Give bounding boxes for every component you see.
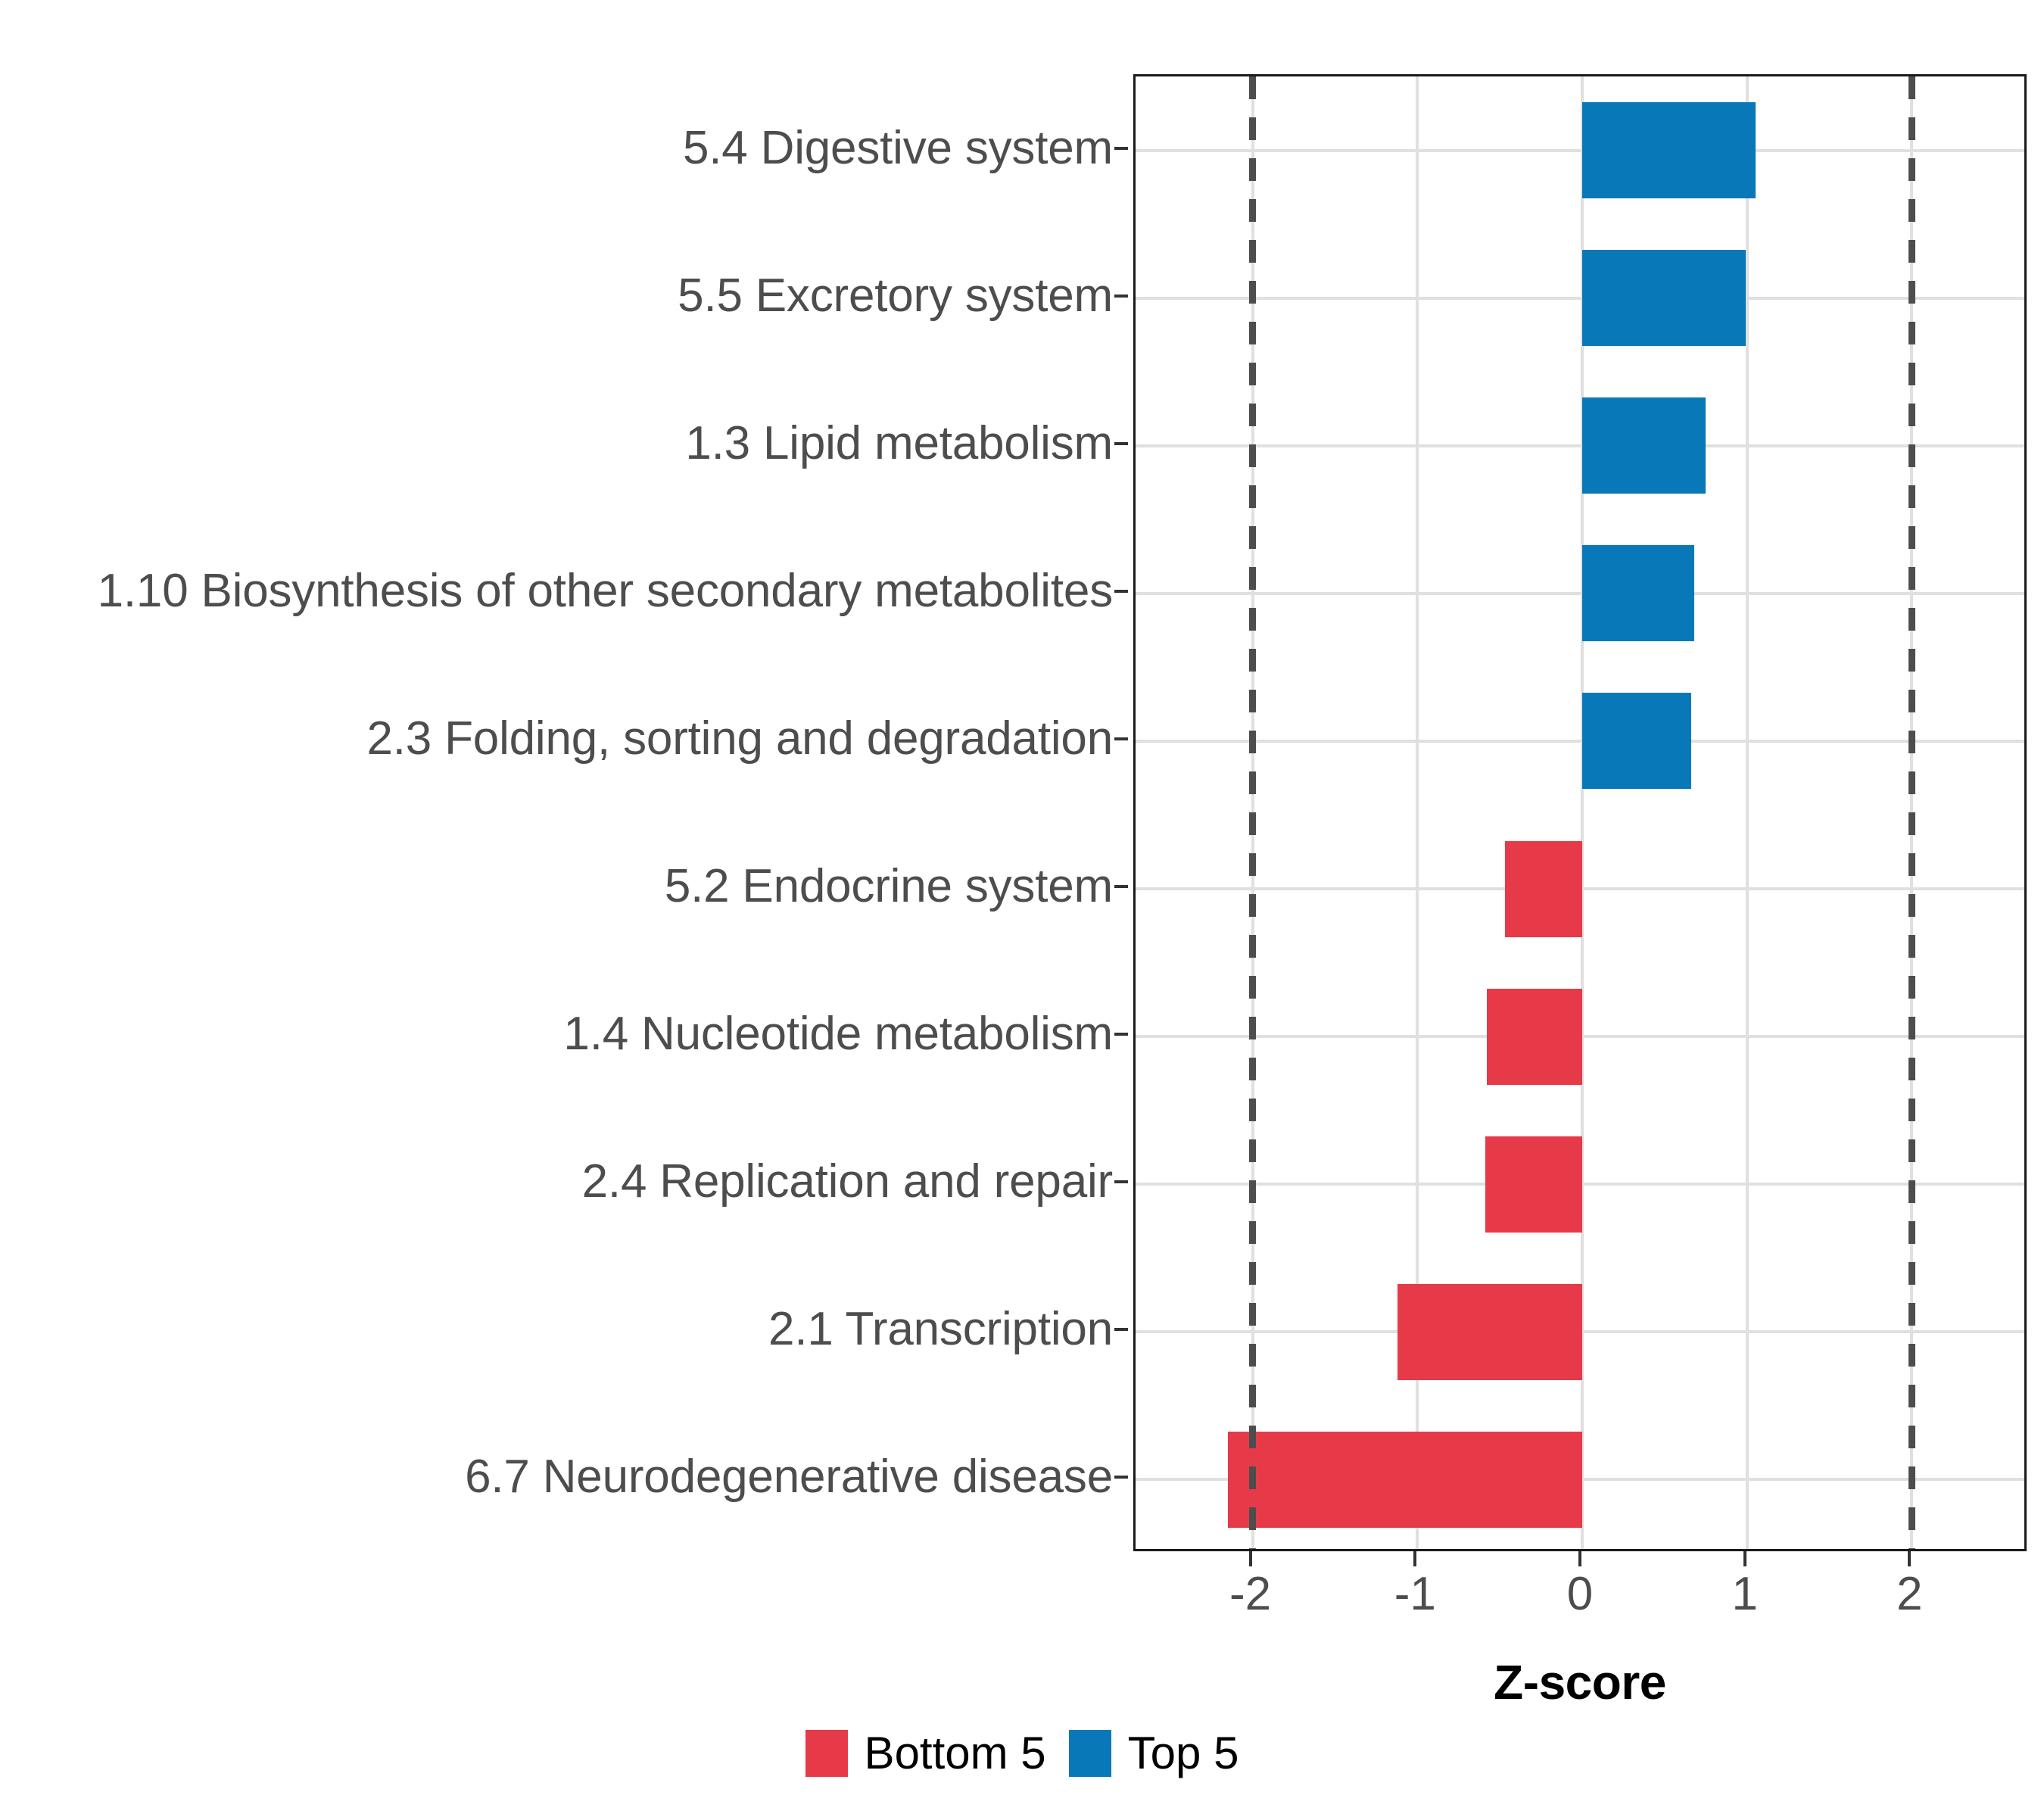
reference-line bbox=[1908, 76, 1915, 1549]
x-axis-tick-mark bbox=[1248, 1551, 1252, 1566]
x-axis: -2 -1 0 1 2 bbox=[1133, 1551, 2027, 1650]
horizontal-gridline bbox=[1136, 444, 2024, 447]
reference-line bbox=[1249, 76, 1257, 1549]
plot-panel bbox=[1133, 74, 2027, 1551]
x-axis-tick-label: -1 bbox=[1394, 1568, 1436, 1620]
x-axis-tick-label: -2 bbox=[1229, 1568, 1272, 1620]
y-axis-tick-label: 1.3 Lipid metabolism bbox=[0, 369, 1128, 517]
y-axis-tick-text: 1.4 Nucleotide metabolism bbox=[563, 1008, 1113, 1061]
x-axis-title: Z-score bbox=[1494, 1655, 1666, 1709]
y-axis-tick-text: 5.2 Endocrine system bbox=[664, 860, 1113, 913]
y-axis-tick-mark bbox=[1114, 294, 1128, 298]
y-axis-tick-mark bbox=[1114, 146, 1128, 150]
bar bbox=[1397, 1283, 1582, 1380]
bar bbox=[1486, 988, 1582, 1085]
y-axis-tick-text: 5.5 Excretory system bbox=[678, 269, 1113, 322]
bar bbox=[1504, 840, 1582, 937]
y-axis-tick-label: 2.4 Replication and repair bbox=[0, 1108, 1128, 1256]
y-axis-tick-mark bbox=[1114, 1180, 1128, 1184]
y-axis-tick-mark bbox=[1114, 441, 1128, 445]
x-axis-tick-label: 2 bbox=[1896, 1568, 1923, 1620]
legend-swatch-icon bbox=[1068, 1730, 1111, 1777]
y-axis-tick-text: 2.3 Folding, sorting and degradation bbox=[366, 712, 1114, 765]
y-axis-tick-label: 1.10 Biosynthesis of other secondary met… bbox=[0, 517, 1128, 665]
x-axis-tick-label: 1 bbox=[1731, 1568, 1758, 1620]
y-axis-tick-label: 1.4 Nucleotide metabolism bbox=[0, 961, 1128, 1108]
horizontal-gridline bbox=[1136, 148, 2024, 152]
y-axis-tick-label: 2.1 Transcription bbox=[0, 1256, 1128, 1404]
legend-label: Bottom 5 bbox=[864, 1728, 1046, 1778]
y-axis-tick-mark bbox=[1114, 1033, 1128, 1036]
x-axis-tick-label: 0 bbox=[1566, 1568, 1594, 1620]
y-axis-tick-label: 2.3 Folding, sorting and degradation bbox=[0, 665, 1128, 812]
y-axis-tick-text: 1.3 Lipid metabolism bbox=[685, 416, 1113, 469]
bar bbox=[1227, 1431, 1582, 1528]
bar bbox=[1582, 250, 1746, 347]
vertical-gridline bbox=[1745, 76, 1749, 1549]
bar bbox=[1582, 693, 1691, 790]
y-axis-tick-text: 2.4 Replication and repair bbox=[581, 1155, 1114, 1208]
bar bbox=[1582, 397, 1706, 494]
bar bbox=[1582, 545, 1695, 642]
horizontal-gridline bbox=[1136, 739, 2024, 743]
horizontal-gridline bbox=[1136, 296, 2024, 300]
legend-item[interactable]: Top 5 bbox=[1068, 1728, 1239, 1778]
y-axis-tick-label: 5.5 Excretory system bbox=[0, 222, 1128, 369]
y-axis-tick-mark bbox=[1114, 589, 1128, 593]
y-axis-tick-text: 2.1 Transcription bbox=[768, 1303, 1113, 1356]
y-axis-tick-label: 6.7 Neurodegenerative disease bbox=[0, 1404, 1128, 1551]
x-axis-tick-mark bbox=[1413, 1551, 1417, 1566]
chart-legend: Bottom 5 Top 5 bbox=[0, 1730, 2044, 1777]
x-axis-tick-mark bbox=[1578, 1551, 1581, 1566]
y-axis-tick-text: 1.10 Biosynthesis of other secondary met… bbox=[97, 564, 1114, 617]
y-axis-tick-label: 5.2 Endocrine system bbox=[0, 813, 1128, 961]
y-axis-tick-text: 6.7 Neurodegenerative disease bbox=[465, 1451, 1113, 1504]
bar bbox=[1582, 102, 1756, 199]
horizontal-gridline bbox=[1136, 591, 2024, 595]
y-axis-labels: 5.4 Digestive system 5.5 Excretory system… bbox=[0, 74, 1128, 1551]
y-axis-tick-mark bbox=[1114, 885, 1128, 889]
y-axis-tick-mark bbox=[1114, 737, 1128, 740]
legend-label: Top 5 bbox=[1127, 1728, 1239, 1778]
y-axis-tick-mark bbox=[1114, 1328, 1128, 1332]
bar bbox=[1485, 1136, 1582, 1233]
y-axis-tick-mark bbox=[1114, 1476, 1128, 1479]
legend-swatch-icon bbox=[805, 1730, 848, 1777]
x-axis-tick-mark bbox=[1743, 1551, 1746, 1566]
legend-item[interactable]: Bottom 5 bbox=[805, 1730, 1046, 1777]
y-axis-tick-text: 5.4 Digestive system bbox=[683, 121, 1113, 174]
vertical-gridline bbox=[1416, 76, 1419, 1549]
vertical-gridline bbox=[1581, 76, 1584, 1549]
x-axis-tick-mark bbox=[1908, 1551, 1912, 1566]
y-axis-tick-label: 5.4 Digestive system bbox=[0, 74, 1128, 222]
